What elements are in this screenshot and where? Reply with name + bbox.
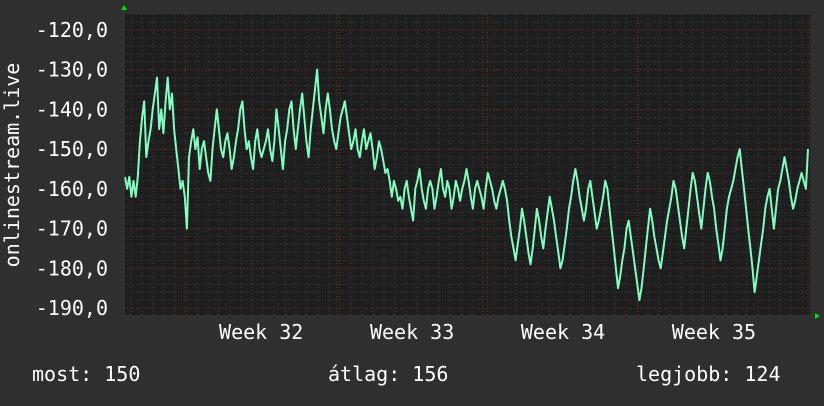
y-axis-arrow — [121, 5, 127, 10]
x-tick-label: Week 32 — [219, 320, 303, 344]
y-tick-label: -180,0 — [36, 256, 108, 280]
best-value: 124 — [744, 362, 781, 386]
best-stat: legjobb: 124 — [636, 362, 781, 386]
y-tick-label: -170,0 — [36, 217, 108, 241]
current-label: most: — [32, 362, 93, 386]
y-axis-ticks: -120,0 -130,0 -140,0 -150,0 -160,0 -170,0 -180… — [36, 18, 108, 320]
y-tick-label: -190,0 — [36, 296, 108, 320]
grid — [124, 13, 810, 317]
current-stat: most: 150 — [32, 362, 140, 386]
y-tick-label: -160,0 — [36, 177, 108, 201]
average-label: átlag: — [328, 362, 401, 386]
best-label: legjobb: — [636, 362, 733, 386]
x-axis-ticks: Week 32 Week 33 Week 34 Week 35 — [219, 320, 756, 344]
x-tick-label: Week 35 — [672, 320, 756, 344]
y-tick-label: -150,0 — [36, 137, 108, 161]
x-tick-label: Week 33 — [370, 320, 454, 344]
axes — [121, 5, 820, 319]
series-line — [124, 68, 809, 302]
y-tick-label: -120,0 — [36, 18, 108, 42]
x-tick-label: Week 34 — [521, 320, 605, 344]
y-axis-label: onlinestream.live — [0, 63, 24, 268]
y-tick-label: -130,0 — [36, 58, 108, 82]
average-value: 156 — [412, 362, 449, 386]
x-axis-arrow — [815, 313, 820, 319]
average-stat: átlag: 156 — [328, 362, 448, 386]
current-value: 150 — [104, 362, 141, 386]
y-tick-label: -140,0 — [36, 97, 108, 121]
